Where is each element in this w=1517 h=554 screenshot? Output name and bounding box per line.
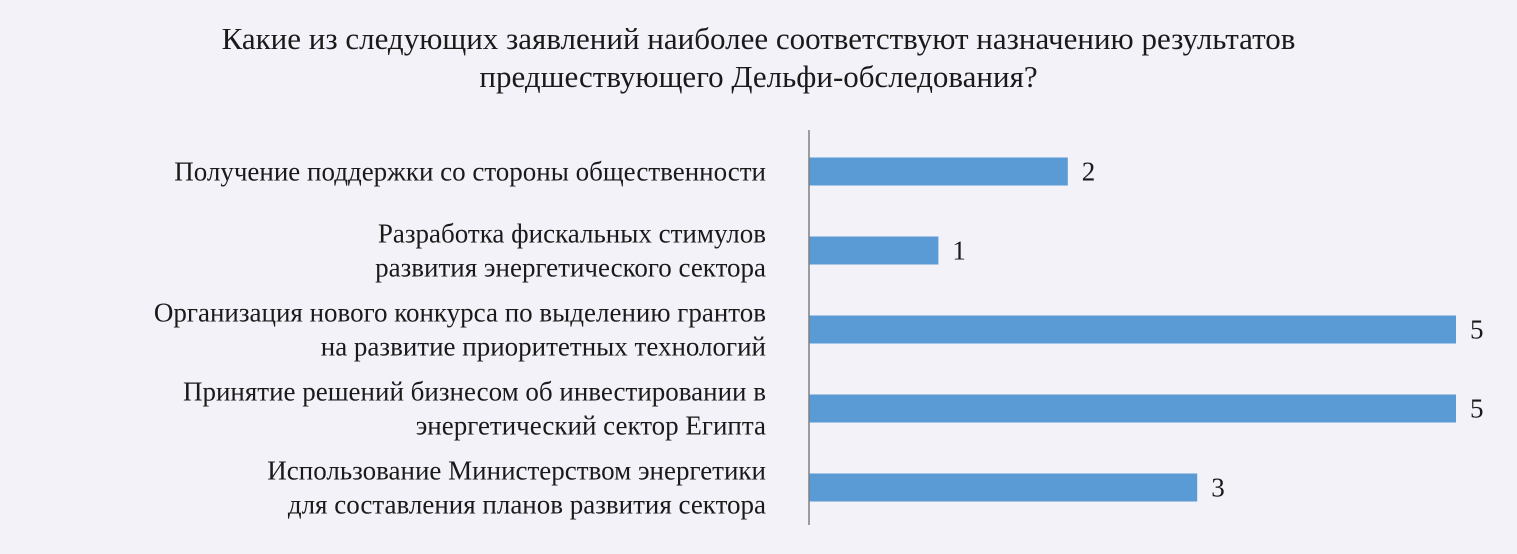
data-label: 3: [1211, 473, 1225, 503]
category-label: Принятие решений бизнесом об инвестирова…: [183, 377, 766, 407]
category-label: Организация нового конкурса по выделению…: [154, 298, 766, 328]
category-label: энергетический сектор Египта: [416, 411, 766, 441]
category-label: Разработка фискальных стимулов: [378, 219, 766, 249]
chart-title-line-1: Какие из следующих заявлений наиболее со…: [221, 21, 1296, 56]
bar: [809, 473, 1198, 502]
data-label: 5: [1470, 394, 1484, 424]
chart-title-line-2: предшествующего Дельфи-обследования?: [479, 59, 1038, 94]
category-label: развития энергетического сектора: [375, 253, 766, 283]
category-label: Использование Министерством энергетики: [267, 456, 766, 486]
data-label: 2: [1082, 157, 1096, 187]
bar: [809, 236, 939, 265]
data-label: 1: [952, 236, 966, 266]
data-label: 5: [1470, 315, 1484, 345]
category-label: Получение поддержки со стороны обществен…: [174, 157, 766, 187]
bar: [809, 315, 1456, 344]
chart-title: Какие из следующих заявлений наиболее со…: [0, 20, 1517, 96]
bar: [809, 157, 1068, 186]
category-label: для составления планов развития сектора: [288, 490, 766, 520]
bar: [809, 394, 1456, 423]
category-label: на развитие приоритетных технологий: [321, 332, 766, 362]
